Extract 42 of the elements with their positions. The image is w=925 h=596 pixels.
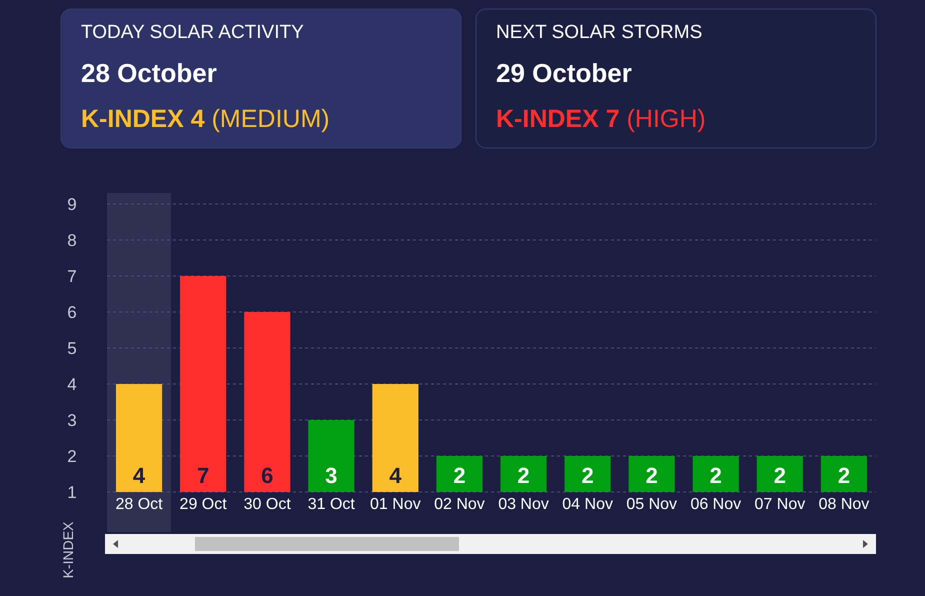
data-label: 2 [646,463,658,488]
data-label: 3 [325,463,338,488]
y-tick-label: 3 [67,410,77,430]
x-tick-label: 02 Nov [434,496,485,513]
data-label: 6 [261,463,274,488]
text: (HIGH) [620,105,706,133]
data-label: 2 [453,463,466,488]
y-tick-label: 6 [67,302,77,322]
x-tick-label: 28 Oct [115,496,164,513]
x-tick-label: 08 Nov [818,496,870,513]
y-tick-label: 4 [67,374,77,394]
x-tick-label: 06 Nov [690,496,742,513]
text: TODAY SOLAR ACTIVITY [81,22,304,43]
text: 29 October [496,58,632,88]
x-tick-label: 29 Oct [180,496,228,513]
data-label: 7 [197,463,210,488]
x-tick-label: 04 Nov [562,496,613,513]
y-tick-label: 8 [67,230,77,250]
text: K-INDEX 4 [81,105,205,133]
y-tick-label: 1 [67,482,77,502]
x-tick-label: 30 Oct [244,496,292,513]
x-tick-label: 03 Nov [498,496,549,513]
data-label: 4 [389,463,402,488]
y-tick-label: 5 [67,338,77,358]
data-label: 2 [517,463,530,488]
x-tick-label: 05 Nov [626,496,678,513]
y-tick-label: 2 [67,446,77,466]
text: K-INDEX 7 [496,105,620,133]
text: NEXT SOLAR STORMS [496,22,702,43]
x-tick-label: 01 Nov [370,496,421,513]
y-tick-label: 9 [67,194,77,214]
x-tick-label: 07 Nov [754,496,806,513]
data-label: 2 [710,463,722,488]
y-tick-label: 7 [67,266,77,286]
text: (MEDIUM) [204,105,330,133]
x-tick-label: 31 Oct [308,496,356,513]
data-label: 2 [838,463,850,488]
data-label: 4 [132,463,146,488]
data-label: 2 [774,463,786,488]
text: 28 October [81,58,217,88]
data-label: 2 [582,463,594,488]
y-axis-title: K-INDEX [60,520,76,578]
